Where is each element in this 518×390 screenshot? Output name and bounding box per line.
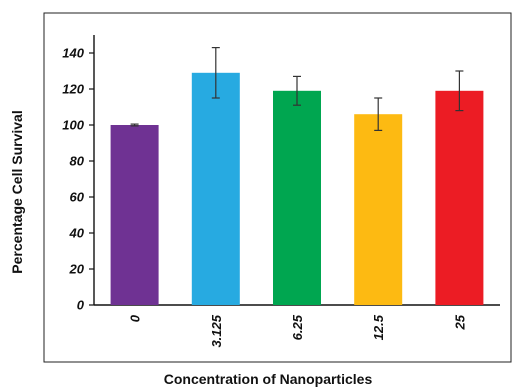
bar-3.125 bbox=[191, 72, 240, 305]
x-axis-title: Concentration of Nanoparticles bbox=[164, 371, 373, 387]
y-axis-title: Percentage Cell Survival bbox=[9, 110, 25, 273]
bar-25 bbox=[435, 90, 484, 305]
error-bars bbox=[130, 46, 464, 131]
y-tick-label: 0 bbox=[77, 298, 85, 313]
bar-12.5 bbox=[354, 114, 403, 305]
bar-0 bbox=[110, 125, 159, 305]
y-tick-label: 120 bbox=[62, 82, 84, 97]
y-tick-label: 40 bbox=[69, 226, 85, 241]
y-tick-label: 60 bbox=[70, 190, 85, 205]
bar-6.25 bbox=[273, 90, 321, 305]
y-tick-label: 80 bbox=[70, 154, 85, 169]
bars bbox=[110, 72, 484, 305]
y-tick-label: 20 bbox=[69, 262, 85, 277]
x-tick-label: 6.25 bbox=[290, 314, 305, 340]
x-tick-label: 0 bbox=[128, 314, 143, 322]
y-tick-label: 140 bbox=[62, 46, 84, 61]
x-tick-label: 25 bbox=[452, 314, 467, 330]
x-tick-label: 3.125 bbox=[209, 314, 224, 347]
x-tick-label: 12.5 bbox=[371, 314, 386, 340]
y-axis: 0 20 40 60 80 100 120 140 bbox=[62, 35, 95, 313]
y-tick-label: 100 bbox=[62, 118, 84, 133]
x-axis: 0 3.125 6.25 12.5 25 bbox=[94, 304, 500, 348]
